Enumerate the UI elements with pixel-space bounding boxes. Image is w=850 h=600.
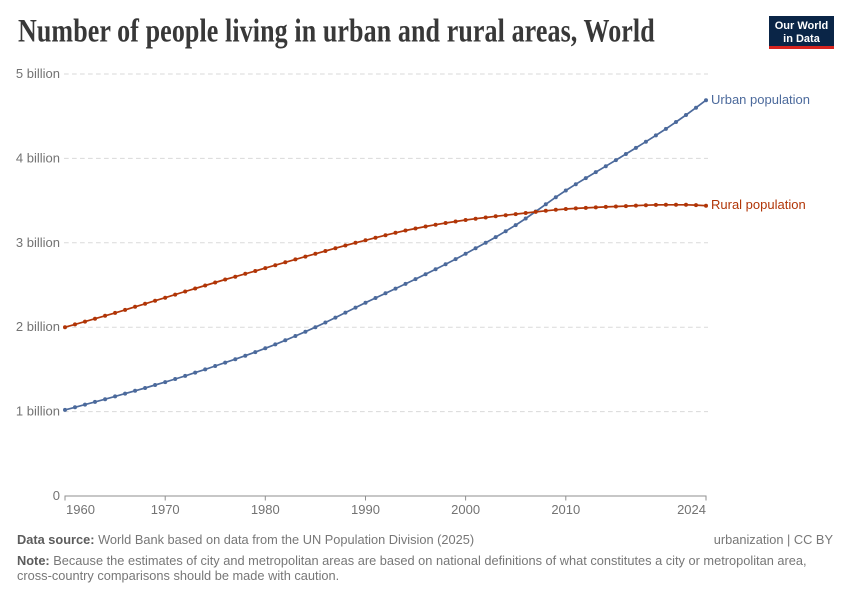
svg-text:3 billion: 3 billion	[16, 235, 60, 250]
svg-text:2000: 2000	[451, 502, 480, 517]
svg-text:2 billion: 2 billion	[16, 319, 60, 334]
svg-text:Urban population: Urban population	[711, 92, 810, 107]
svg-text:Rural population: Rural population	[711, 197, 806, 212]
svg-text:1990: 1990	[351, 502, 380, 517]
svg-text:2010: 2010	[551, 502, 580, 517]
svg-text:5 billion: 5 billion	[16, 66, 60, 81]
svg-text:1970: 1970	[151, 502, 180, 517]
svg-text:1980: 1980	[251, 502, 280, 517]
svg-text:1960: 1960	[66, 502, 95, 517]
svg-text:2024: 2024	[677, 502, 706, 517]
svg-text:0: 0	[53, 488, 60, 503]
svg-text:4 billion: 4 billion	[16, 150, 60, 165]
svg-text:1 billion: 1 billion	[16, 404, 60, 419]
